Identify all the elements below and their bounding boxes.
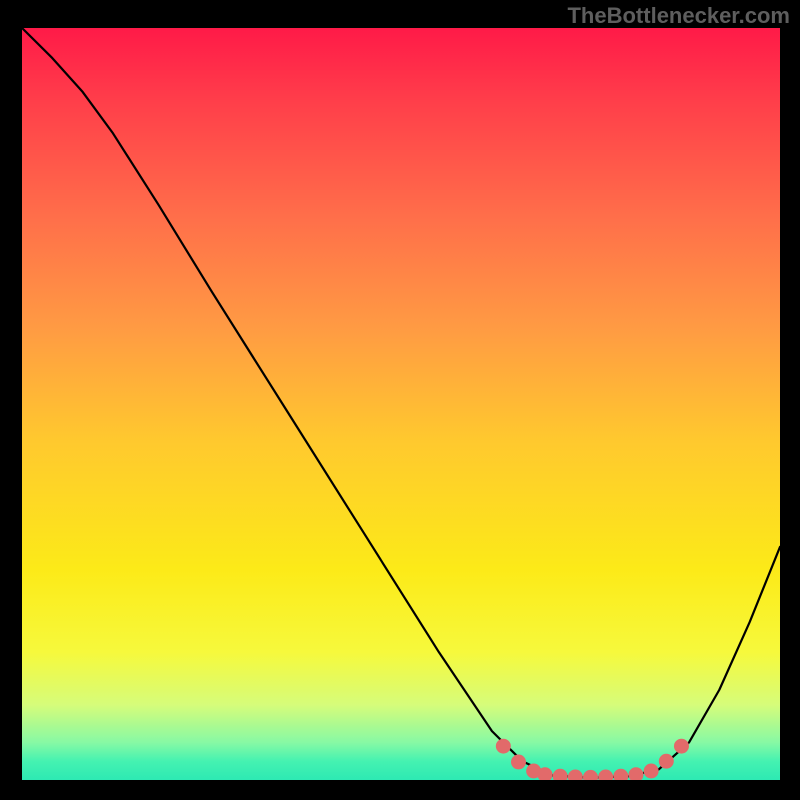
marker-dot bbox=[511, 755, 526, 770]
chart-overlay bbox=[22, 28, 780, 780]
marker-dot bbox=[674, 739, 689, 754]
marker-dot bbox=[628, 767, 643, 780]
watermark-text: TheBottlenecker.com bbox=[567, 3, 790, 29]
marker-dot bbox=[496, 739, 511, 754]
optimal-range-markers bbox=[496, 739, 689, 780]
marker-dot bbox=[553, 769, 568, 780]
chart-root: TheBottlenecker.com bbox=[0, 0, 800, 800]
marker-dot bbox=[583, 770, 598, 780]
marker-dot bbox=[598, 770, 613, 780]
bottleneck-curve bbox=[22, 28, 780, 778]
plot-area bbox=[22, 28, 780, 780]
marker-dot bbox=[613, 769, 628, 780]
marker-dot bbox=[568, 770, 583, 780]
marker-dot bbox=[644, 764, 659, 779]
marker-dot bbox=[659, 754, 674, 769]
